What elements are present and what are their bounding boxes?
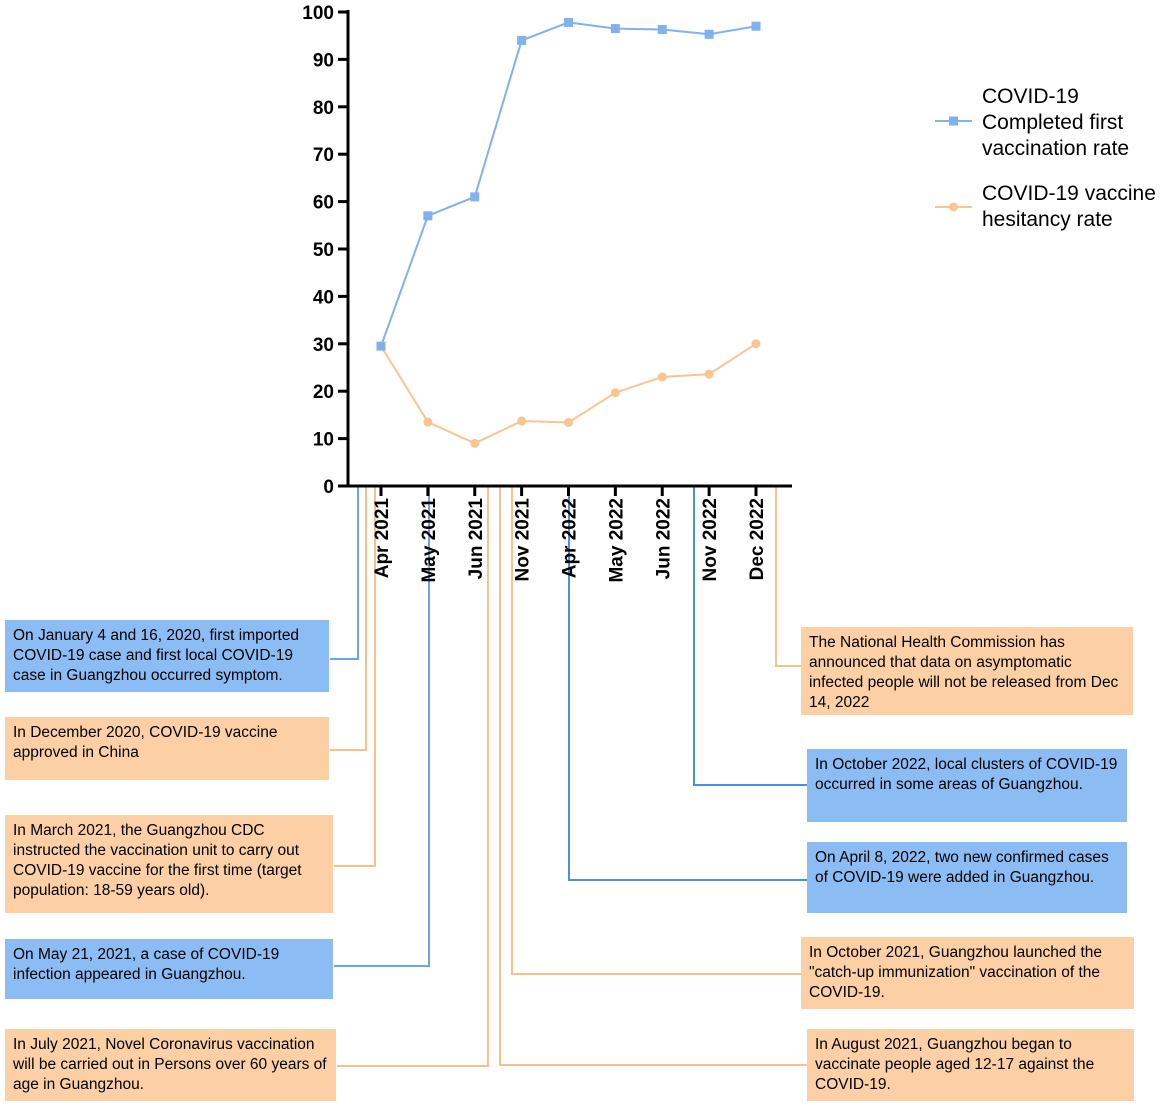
y-tick-label: 70: [313, 145, 334, 166]
data-point-hesitancy: [704, 369, 714, 379]
y-tick-label: 50: [313, 240, 334, 261]
data-point-vaccination: [704, 29, 714, 39]
x-tick-label: May 2021: [419, 498, 440, 583]
annotation-oct-2021: In October 2021, Guangzhou launched the …: [801, 937, 1134, 1009]
data-point-hesitancy: [610, 388, 620, 398]
data-point-vaccination: [470, 192, 480, 202]
connector-line-0: [330, 486, 359, 660]
data-point-hesitancy: [564, 417, 573, 427]
data-point-hesitancy: [423, 417, 433, 427]
y-tick-label: 10: [313, 430, 334, 451]
axes: 0 10 20 30 40 50 60 70 80 90 100 Apr 2021 May 2021 Ju…: [302, 3, 792, 583]
annotation-dec-2020: In December 2020, COVID-19 vaccine appro…: [5, 717, 329, 780]
data-point-vaccination: [751, 21, 761, 31]
legend-label-vaccination-rate: COVID-19 Completed first vaccination rat…: [982, 85, 1130, 160]
connector-lines: [330, 486, 807, 1067]
x-tick-label: Nov 2021: [513, 498, 534, 582]
x-tick-label: Nov 2022: [700, 498, 721, 581]
x-tick-label: Jun 2022: [653, 498, 674, 579]
connector-line-7: [568, 486, 807, 881]
y-tick-label: 30: [313, 335, 334, 356]
y-tick-label: 20: [313, 382, 334, 403]
x-tick-label: Apr 2022: [560, 498, 581, 578]
y-tick-label: 80: [313, 98, 334, 119]
connector-line-2: [334, 486, 376, 867]
legend-markers: [935, 116, 972, 212]
connector-line-4: [337, 486, 489, 1067]
data-point-vaccination: [657, 25, 667, 35]
data-point-hesitancy: [751, 339, 761, 349]
data-point-hesitancy: [657, 372, 667, 382]
annotation-may-2021: On May 21, 2021, a case of COVID-19 infe…: [5, 939, 333, 999]
connector-line-9: [775, 486, 801, 667]
x-tick-label: May 2022: [606, 498, 627, 583]
annotation-dec-2022: The National Health Commission has annou…: [801, 627, 1133, 715]
x-tick-label: Apr 2021: [372, 498, 393, 579]
annotation-apr-2022: On April 8, 2022, two new confirmed case…: [807, 842, 1127, 913]
series-line-0: [380, 21, 757, 347]
annotation-aug-2021: In August 2021, Guangzhou began to vacci…: [807, 1029, 1134, 1101]
y-tick-label: 0: [323, 477, 334, 498]
y-tick-label: 100: [302, 3, 334, 24]
connector-line-8: [693, 486, 807, 786]
data-point-vaccination: [610, 24, 620, 34]
legend-marker-circle: [949, 202, 958, 212]
annotation-jan-2020: On January 4 and 16, 2020, first importe…: [5, 620, 329, 692]
annotation-oct-2022: In October 2022, local clusters of COVID…: [807, 749, 1127, 822]
annotation-jul-2021: In July 2021, Novel Coronavirus vaccinat…: [5, 1029, 336, 1101]
series-layer: [376, 17, 761, 448]
y-tick-label: 60: [313, 193, 334, 214]
legend-marker-square: [949, 116, 958, 126]
legend-label-hesitancy-rate: COVID-19 vaccine hesitancy rate: [982, 182, 1156, 231]
data-point-vaccination: [376, 341, 386, 351]
connector-line-5: [499, 486, 807, 1066]
connector-line-1: [330, 486, 367, 751]
data-point-vaccination: [517, 35, 527, 45]
data-point-hesitancy: [517, 416, 527, 426]
connector-line-6: [511, 486, 801, 975]
y-tick-label: 40: [313, 287, 334, 308]
data-point-hesitancy: [470, 438, 480, 448]
data-point-vaccination: [423, 211, 433, 221]
connector-line-3: [334, 486, 430, 967]
x-tick-label: Dec 2022: [747, 498, 768, 580]
series-line-1: [380, 342, 757, 445]
annotation-mar-2021: In March 2021, the Guangzhou CDC instruc…: [5, 815, 333, 913]
x-tick-label: Jun 2021: [466, 498, 487, 580]
data-point-vaccination: [564, 17, 573, 27]
y-tick-label: 90: [313, 50, 334, 71]
